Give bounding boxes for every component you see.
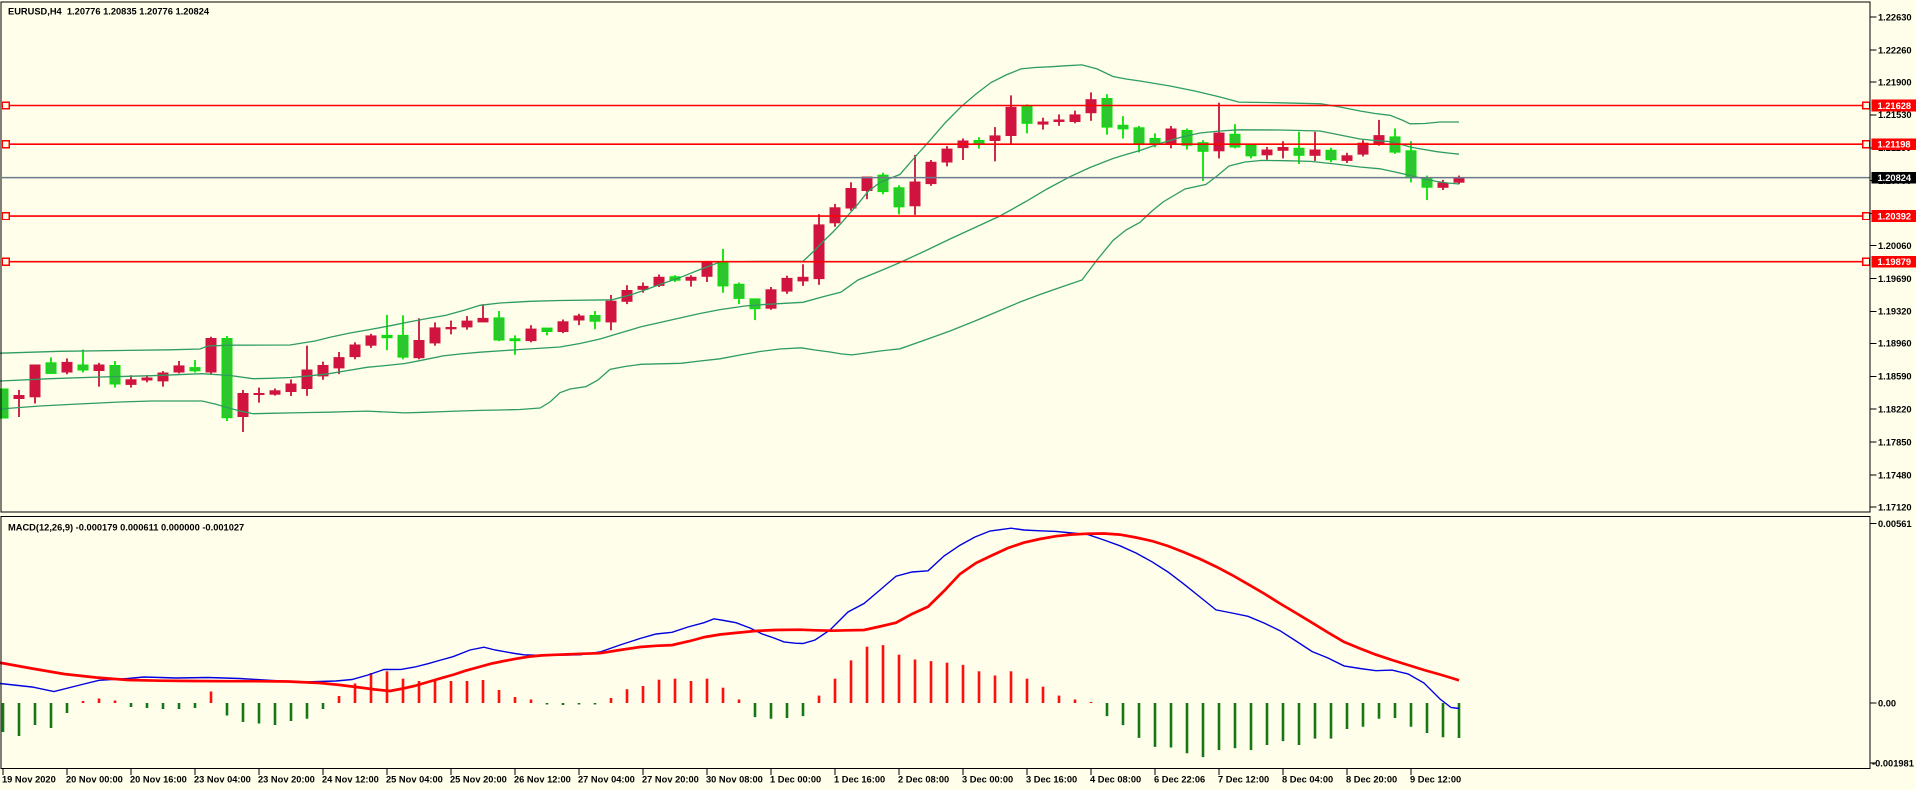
svg-text:1.19320: 1.19320 <box>1878 307 1912 317</box>
svg-text:9 Dec 12:00: 9 Dec 12:00 <box>1410 775 1461 785</box>
svg-text:8 Dec 04:00: 8 Dec 04:00 <box>1282 775 1333 785</box>
svg-text:8 Dec 20:00: 8 Dec 20:00 <box>1346 775 1397 785</box>
svg-text:23 Nov 20:00: 23 Nov 20:00 <box>258 775 315 785</box>
svg-text:-0.001981: -0.001981 <box>1872 758 1914 768</box>
svg-text:1.18590: 1.18590 <box>1878 372 1912 382</box>
svg-text:1.17480: 1.17480 <box>1878 470 1912 480</box>
svg-text:1.21530: 1.21530 <box>1878 110 1912 120</box>
svg-text:27 Nov 04:00: 27 Nov 04:00 <box>578 775 635 785</box>
svg-text:1.22630: 1.22630 <box>1878 12 1912 22</box>
svg-text:1.17120: 1.17120 <box>1878 502 1912 512</box>
svg-text:20 Nov 00:00: 20 Nov 00:00 <box>66 775 123 785</box>
svg-text:1 Dec 16:00: 1 Dec 16:00 <box>834 775 885 785</box>
svg-text:1.20060: 1.20060 <box>1878 241 1912 251</box>
svg-text:1.21628: 1.21628 <box>1878 101 1912 111</box>
svg-text:1.19690: 1.19690 <box>1878 274 1912 284</box>
svg-text:1.20824: 1.20824 <box>1878 173 1912 183</box>
svg-text:4 Dec 08:00: 4 Dec 08:00 <box>1090 775 1141 785</box>
svg-text:1.17850: 1.17850 <box>1878 437 1912 447</box>
svg-text:1.21198: 1.21198 <box>1878 140 1911 150</box>
svg-text:1.19879: 1.19879 <box>1878 257 1912 267</box>
svg-text:2 Dec 08:00: 2 Dec 08:00 <box>898 775 949 785</box>
svg-text:19 Nov 2020: 19 Nov 2020 <box>2 775 56 785</box>
svg-text:1.18960: 1.18960 <box>1878 339 1912 349</box>
svg-text:3 Dec 00:00: 3 Dec 00:00 <box>962 775 1013 785</box>
svg-text:7 Dec 12:00: 7 Dec 12:00 <box>1218 775 1269 785</box>
svg-text:1.22260: 1.22260 <box>1878 45 1912 55</box>
svg-text:27 Nov 20:00: 27 Nov 20:00 <box>642 775 699 785</box>
svg-text:EURUSD,H4 1.20776 1.20835 1.2: EURUSD,H4 1.20776 1.20835 1.20776 1.2082… <box>8 7 210 17</box>
svg-text:24 Nov 12:00: 24 Nov 12:00 <box>322 775 379 785</box>
svg-text:25 Nov 04:00: 25 Nov 04:00 <box>386 775 443 785</box>
svg-text:0.00: 0.00 <box>1878 698 1896 708</box>
svg-text:1.18220: 1.18220 <box>1878 405 1912 415</box>
svg-text:6 Dec 22:06: 6 Dec 22:06 <box>1154 775 1205 785</box>
svg-text:25 Nov 20:00: 25 Nov 20:00 <box>450 775 507 785</box>
svg-text:1.20392: 1.20392 <box>1878 212 1912 222</box>
svg-text:0.00561: 0.00561 <box>1878 519 1912 529</box>
svg-text:1.21900: 1.21900 <box>1878 77 1912 87</box>
svg-text:MACD(12,26,9) -0.000179 0.0006: MACD(12,26,9) -0.000179 0.000611 0.00000… <box>8 523 244 533</box>
svg-text:23 Nov 04:00: 23 Nov 04:00 <box>194 775 251 785</box>
svg-text:20 Nov 16:00: 20 Nov 16:00 <box>130 775 187 785</box>
svg-text:26 Nov 12:00: 26 Nov 12:00 <box>514 775 571 785</box>
svg-text:3 Dec 16:00: 3 Dec 16:00 <box>1026 775 1077 785</box>
svg-text:1 Dec 00:00: 1 Dec 00:00 <box>770 775 821 785</box>
svg-text:30 Nov 08:00: 30 Nov 08:00 <box>706 775 763 785</box>
